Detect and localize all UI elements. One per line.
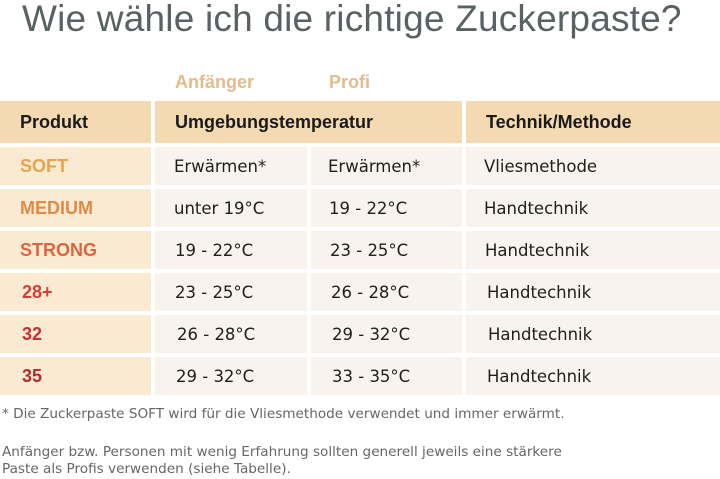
table-cell-technique: Handtechnik (466, 357, 720, 395)
table-cell-beginner: 26 - 28°C (155, 315, 307, 353)
table-cell-technique: Vliesmethode (466, 147, 720, 185)
table-cell-product: SOFT (0, 147, 151, 185)
footnote: * Die Zuckerpaste SOFT wird für die Vlie… (2, 406, 565, 422)
table-cell-technique: Handtechnik (466, 189, 720, 227)
table-cell-beginner: 29 - 32°C (155, 357, 307, 395)
table-cell-beginner: Erwärmen* (155, 147, 307, 185)
table-cell-technique: Handtechnik (466, 273, 720, 311)
table-cell-beginner: unter 19°C (155, 189, 307, 227)
table-cell-pro: 29 - 32°C (311, 315, 462, 353)
header-technique: Technik/Methode (466, 101, 720, 143)
header-temperature: Umgebungstemperatur (155, 101, 462, 143)
table-cell-beginner: 19 - 22°C (155, 231, 307, 269)
table-cell-product: 35 (0, 357, 151, 395)
table-cell-product: MEDIUM (0, 189, 151, 227)
table-cell-pro: 19 - 22°C (311, 189, 462, 227)
header-product: Produkt (0, 101, 151, 143)
table-cell-beginner: 23 - 25°C (155, 273, 307, 311)
table-cell-technique: Handtechnik (466, 231, 720, 269)
table-cell-pro: 33 - 35°C (311, 357, 462, 395)
table-cell-product: 32 (0, 315, 151, 353)
table-cell-pro: Erwärmen* (311, 147, 462, 185)
table-cell-pro: 26 - 28°C (311, 273, 462, 311)
table-cell-product: STRONG (0, 231, 151, 269)
advice-line-2: Paste als Profis verwenden (siehe Tabell… (2, 461, 291, 477)
table-cell-technique: Handtechnik (466, 315, 720, 353)
level-beginner-label: Anfänger (175, 72, 255, 92)
page-title: Wie wähle ich die richtige Zuckerpaste? (22, 0, 682, 39)
table-cell-product: 28+ (0, 273, 151, 311)
level-pro-label: Profi (329, 72, 371, 92)
advice-line-1: Anfänger bzw. Personen mit wenig Erfahru… (2, 444, 562, 460)
table-cell-pro: 23 - 25°C (311, 231, 462, 269)
